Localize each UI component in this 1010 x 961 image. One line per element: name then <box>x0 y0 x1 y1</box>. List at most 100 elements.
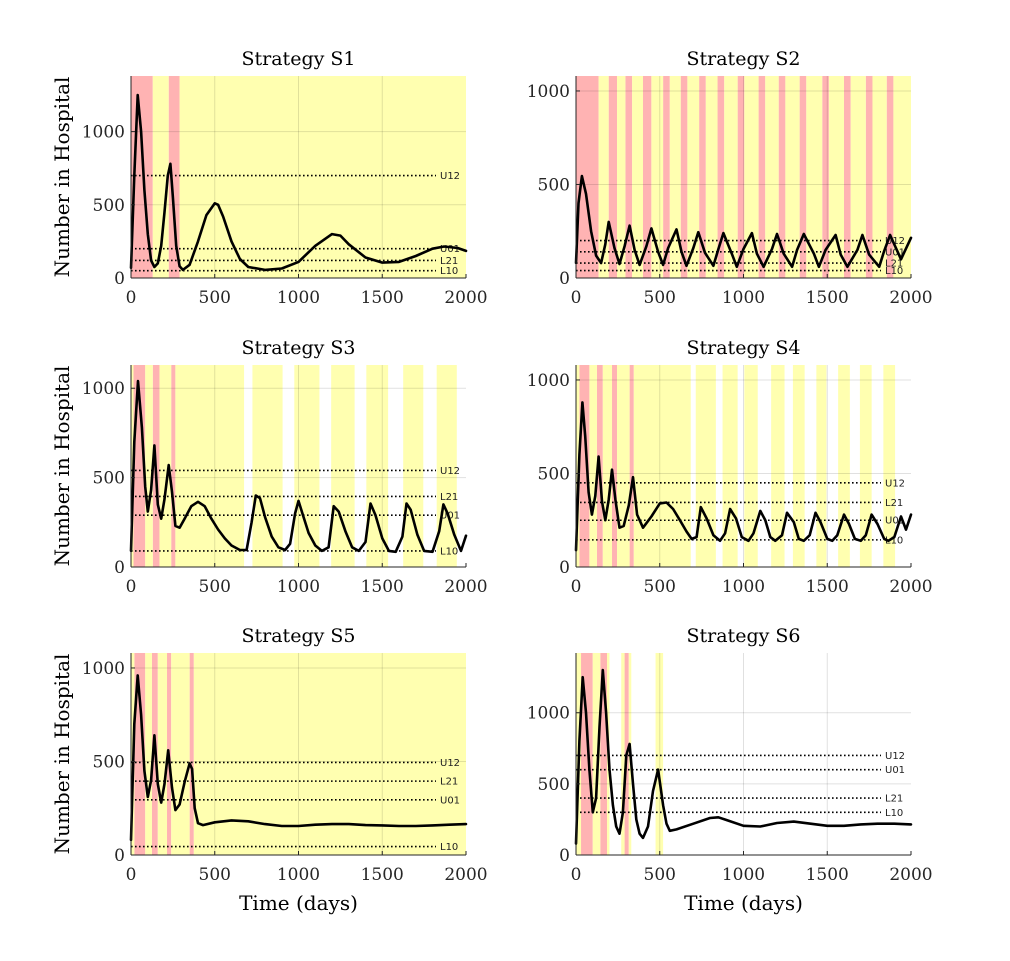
y-tick-label: 1000 <box>527 82 570 102</box>
shaded-interval-restricted <box>838 365 850 567</box>
shaded-interval-restricted <box>252 365 283 567</box>
shaded-interval-restricted <box>633 365 691 567</box>
shaded-interval-restricted <box>175 365 245 567</box>
shaded-interval-restricted <box>617 365 630 567</box>
threshold-label-u12: U12 <box>440 466 460 477</box>
shaded-interval-lockdown <box>576 76 599 278</box>
shaded-interval-lockdown <box>643 76 652 278</box>
series-line <box>574 401 913 552</box>
threshold-label-l21: L21 <box>885 259 903 270</box>
y-tick-label: 1000 <box>82 379 125 399</box>
chart-panel-6: U12 U01 L21 L10 0 500 1000 1500 2000 0 500 1000 Stra… <box>527 625 933 915</box>
chart-panel-5: U12 L21 U01 L10 0 500 1000 1500 2000 0 500 1000 Stra… <box>50 625 488 915</box>
threshold-label-u12: U12 <box>885 236 905 247</box>
threshold-label-u01: U01 <box>885 516 905 527</box>
x-tick-label: 2000 <box>444 577 487 597</box>
x-tick-label: 0 <box>126 865 137 885</box>
x-tick-label: 500 <box>199 865 231 885</box>
shaded-interval-restricted <box>145 365 153 567</box>
threshold-label-l10: L10 <box>440 546 458 557</box>
x-tick-label: 1500 <box>361 577 404 597</box>
shaded-interval-restricted <box>655 653 664 855</box>
shaded-interval-lockdown <box>171 365 176 567</box>
shaded-interval-lockdown <box>865 76 873 278</box>
threshold-label-l10: L10 <box>440 842 458 853</box>
y-tick-label: 1000 <box>527 371 570 391</box>
shaded-interval-lockdown <box>600 653 607 855</box>
shaded-interval-lockdown <box>612 365 618 567</box>
shaded-interval-lockdown <box>134 653 146 855</box>
shaded-interval-restricted <box>152 76 169 278</box>
shaded-interval-lockdown <box>737 76 745 278</box>
y-axis-label: Number in Hospital <box>50 77 74 278</box>
shaded-interval-restricted <box>403 365 424 567</box>
threshold-label-u01: U01 <box>440 244 460 255</box>
shaded-interval-restricted <box>617 76 626 278</box>
threshold-label-u01: U01 <box>885 247 905 258</box>
shaded-interval-lockdown <box>799 76 807 278</box>
x-tick-label: 2000 <box>889 577 932 597</box>
y-tick-label: 0 <box>559 846 570 866</box>
y-tick-label: 500 <box>538 175 570 195</box>
shaded-interval-restricted <box>621 653 625 855</box>
x-tick-label: 1000 <box>722 577 765 597</box>
shaded-interval-restricted <box>765 76 779 278</box>
shaded-interval-restricted <box>331 365 355 567</box>
shaded-interval-restricted <box>598 76 609 278</box>
y-tick-label: 0 <box>114 558 125 578</box>
shaded-interval-lockdown <box>717 76 725 278</box>
chart-title: Strategy S4 <box>687 337 801 359</box>
shaded-interval-restricted <box>792 365 805 567</box>
shaded-interval-restricted <box>589 365 597 567</box>
shaded-interval-lockdown <box>579 365 590 567</box>
y-tick-label: 500 <box>93 752 125 772</box>
x-tick-label: 500 <box>199 288 231 308</box>
shaded-interval-restricted <box>724 76 738 278</box>
y-tick-label: 0 <box>114 846 125 866</box>
x-tick-label: 2000 <box>889 288 932 308</box>
x-tick-label: 1500 <box>361 288 404 308</box>
x-tick-label: 500 <box>644 288 676 308</box>
shaded-interval-restricted <box>576 365 580 567</box>
x-tick-label: 0 <box>126 577 137 597</box>
shaded-interval-restricted <box>893 76 911 278</box>
shaded-interval-restricted <box>651 76 664 278</box>
threshold-label-l10: L10 <box>885 535 903 546</box>
y-tick-label: 0 <box>114 269 125 289</box>
shaded-interval-lockdown <box>189 653 194 855</box>
shaded-interval-restricted <box>687 76 700 278</box>
shaded-interval-restricted <box>294 365 320 567</box>
shaded-interval-restricted <box>771 365 785 567</box>
shaded-interval-restricted <box>722 365 738 567</box>
series-line <box>574 668 913 845</box>
y-tick-label: 1000 <box>82 659 125 679</box>
threshold-label-u01: U01 <box>885 765 905 776</box>
shaded-interval-restricted <box>785 76 800 278</box>
x-tick-label: 1000 <box>277 288 320 308</box>
shaded-interval-restricted <box>744 76 759 278</box>
shaded-interval-restricted <box>816 365 827 567</box>
threshold-label-u01: U01 <box>440 511 460 522</box>
shaded-interval-restricted <box>171 653 190 855</box>
shaded-interval-lockdown <box>629 365 634 567</box>
shaded-interval-lockdown <box>844 76 851 278</box>
x-tick-label: 2000 <box>444 288 487 308</box>
shaded-interval-lockdown <box>822 76 829 278</box>
chart-title: Strategy S6 <box>687 625 801 647</box>
shaded-interval-restricted <box>602 365 613 567</box>
chart-title: Strategy S2 <box>687 48 801 70</box>
threshold-label-l21: L21 <box>440 256 458 267</box>
shaded-interval-restricted <box>828 76 844 278</box>
chart-title: Strategy S1 <box>242 48 356 70</box>
x-tick-label: 1500 <box>806 577 849 597</box>
chart-panel-4: U12 L21 U01 L10 0 500 1000 1500 2000 0 500 1000 Stra… <box>527 337 933 597</box>
threshold-label-u12: U12 <box>885 478 905 489</box>
x-tick-label: 0 <box>571 865 582 885</box>
shaded-interval-restricted <box>872 76 887 278</box>
y-tick-label: 500 <box>538 775 570 795</box>
shaded-interval-restricted <box>157 653 168 855</box>
